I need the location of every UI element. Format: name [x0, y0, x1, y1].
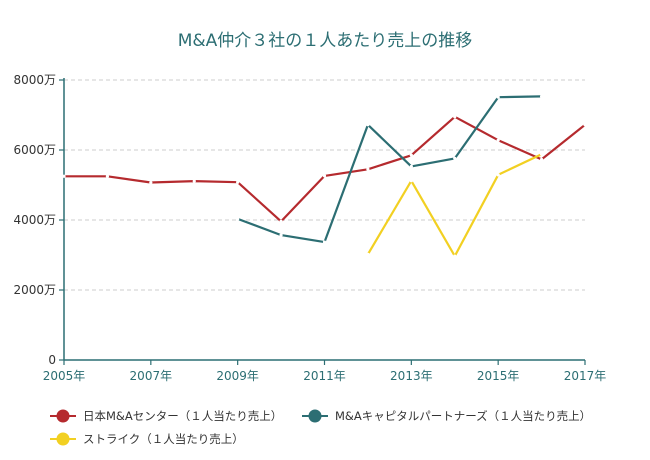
- data-point[interactable]: [539, 152, 544, 156]
- data-point[interactable]: [453, 254, 457, 258]
- legend-marker: [56, 432, 70, 446]
- data-point[interactable]: [322, 240, 327, 244]
- data-point[interactable]: [149, 180, 153, 185]
- legend-item[interactable]: M&Aキャピタルパートナーズ（１人当たり売上）: [302, 409, 591, 423]
- data-point[interactable]: [366, 167, 370, 171]
- plot-area: [62, 94, 587, 258]
- y-tick-label: 4000万: [13, 213, 56, 227]
- legend-marker: [56, 409, 70, 423]
- data-point[interactable]: [583, 123, 587, 127]
- data-point[interactable]: [192, 179, 196, 183]
- x-tick-label: 2005年: [43, 369, 86, 383]
- series-line: [237, 95, 542, 244]
- data-point[interactable]: [496, 173, 500, 177]
- data-point[interactable]: [539, 94, 544, 99]
- data-point[interactable]: [409, 179, 413, 183]
- data-point[interactable]: [279, 219, 283, 223]
- data-point[interactable]: [453, 156, 457, 160]
- x-tick-label: 2011年: [303, 369, 346, 383]
- x-tick-label: 2017年: [564, 369, 607, 383]
- y-tick-label: 6000万: [13, 143, 56, 157]
- x-tick-label: 2009年: [216, 369, 259, 383]
- data-point[interactable]: [366, 123, 370, 127]
- y-tick-label: 0: [48, 353, 56, 367]
- data-point[interactable]: [539, 157, 544, 162]
- data-point[interactable]: [496, 95, 500, 99]
- legend-item[interactable]: 日本M&Aセンター（１人当たり売上）: [50, 409, 282, 423]
- x-tick-label: 2015年: [477, 369, 520, 383]
- data-point[interactable]: [366, 252, 370, 256]
- data-point[interactable]: [409, 164, 413, 169]
- axes: 0 2000万 4000万 6000万 8000万 2005年 2007年 2009年 2011…: [13, 73, 606, 383]
- data-point[interactable]: [322, 174, 327, 178]
- data-point[interactable]: [105, 174, 110, 178]
- grid-lines: [64, 79, 585, 291]
- series-1: [236, 94, 544, 244]
- y-tick-label: 8000万: [13, 73, 56, 87]
- legend: 日本M&Aセンター（１人当たり売上） M&Aキャピタルパートナーズ（１人当たり売上…: [50, 409, 591, 446]
- data-point[interactable]: [279, 233, 283, 237]
- data-point[interactable]: [496, 138, 500, 142]
- data-point[interactable]: [409, 153, 413, 157]
- x-tick-label: 2007年: [130, 369, 173, 383]
- series-line: [366, 153, 543, 258]
- series-line: [64, 115, 586, 223]
- chart-title: M&A仲介３社の１人あたり売上の推移: [178, 31, 473, 51]
- y-tick-label: 2000万: [13, 283, 56, 297]
- legend-label: M&Aキャピタルパートナーズ（１人当たり売上）: [335, 409, 591, 423]
- legend-item[interactable]: ストライク（１人当たり売上）: [50, 432, 244, 446]
- x-tick-label: 2013年: [390, 369, 433, 383]
- data-point[interactable]: [62, 174, 66, 178]
- legend-label: ストライク（１人当たり売上）: [83, 432, 244, 446]
- data-point[interactable]: [453, 115, 457, 119]
- data-point[interactable]: [236, 180, 240, 184]
- legend-label: 日本M&Aセンター（１人当たり売上）: [83, 409, 282, 423]
- legend-marker: [308, 409, 322, 423]
- series-0: [62, 115, 587, 223]
- data-point[interactable]: [236, 217, 240, 221]
- series-2: [366, 152, 544, 258]
